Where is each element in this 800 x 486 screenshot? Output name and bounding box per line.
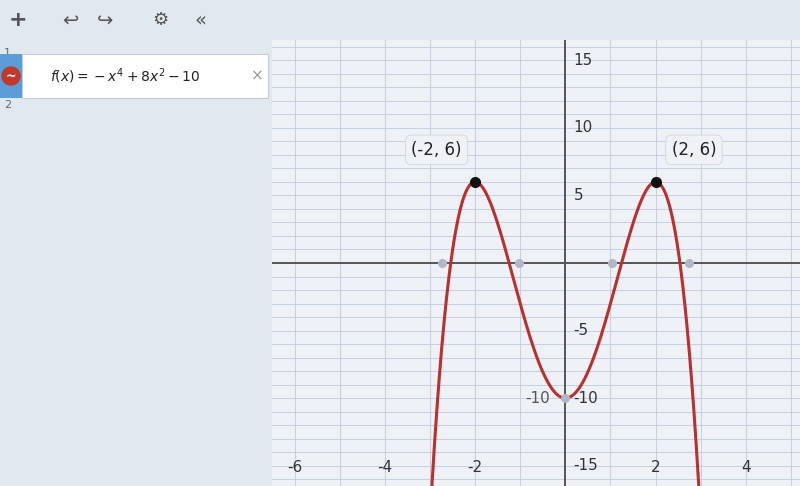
Text: -2: -2	[467, 460, 482, 475]
Text: ⚙: ⚙	[152, 11, 168, 29]
FancyBboxPatch shape	[0, 54, 22, 98]
Text: 2: 2	[4, 100, 11, 110]
Text: 2: 2	[650, 460, 661, 475]
Text: +: +	[9, 10, 27, 30]
Text: 10: 10	[574, 121, 593, 135]
Text: ×: ×	[251, 69, 264, 84]
Text: ↩: ↩	[62, 11, 78, 30]
Text: 4: 4	[741, 460, 750, 475]
Text: (-2, 6): (-2, 6)	[411, 141, 462, 159]
Text: «: «	[194, 11, 206, 30]
Text: -4: -4	[378, 460, 392, 475]
Text: -10: -10	[574, 391, 598, 406]
Text: 5: 5	[574, 188, 583, 203]
Text: -6: -6	[287, 460, 302, 475]
Text: 1: 1	[4, 48, 11, 58]
Text: -10: -10	[525, 391, 550, 406]
Text: $f(x) = -x^4 + 8x^2 - 10$: $f(x) = -x^4 + 8x^2 - 10$	[50, 66, 201, 86]
Text: ↪: ↪	[97, 11, 113, 30]
FancyBboxPatch shape	[22, 54, 268, 98]
Text: -5: -5	[574, 323, 589, 338]
Circle shape	[2, 67, 20, 85]
Text: (2, 6): (2, 6)	[672, 141, 716, 159]
Text: 15: 15	[574, 53, 593, 68]
Text: -15: -15	[574, 458, 598, 473]
Text: ~: ~	[6, 69, 16, 83]
